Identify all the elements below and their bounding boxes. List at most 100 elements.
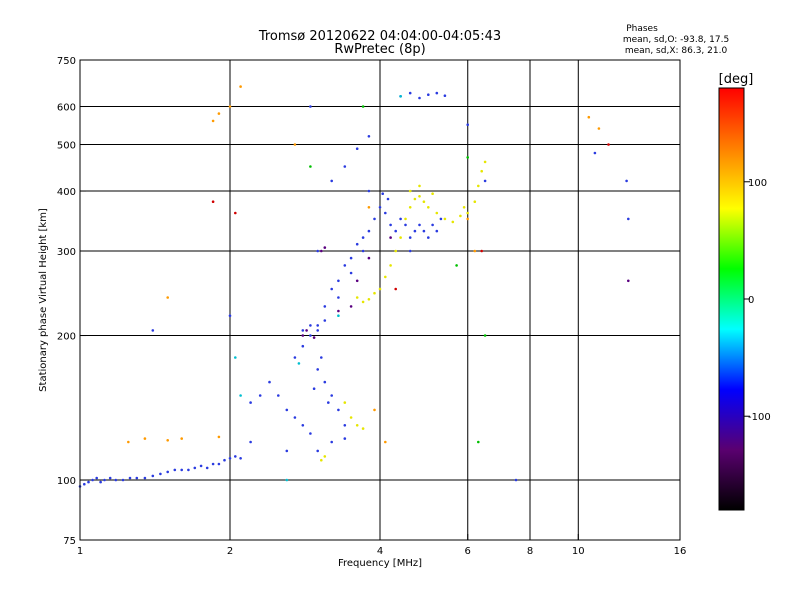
data-point: [587, 115, 591, 119]
data-point: [361, 236, 365, 239]
data-point: [166, 439, 169, 442]
data-point: [327, 401, 330, 404]
colorbar-tick-label: 100: [748, 178, 767, 189]
x-tick-label: 8: [527, 546, 533, 557]
x-axis: 1 2 4 6 8 10 16: [77, 534, 686, 557]
data-point: [593, 151, 597, 155]
y-tick-label: 300: [57, 247, 76, 258]
grid-lines: [80, 60, 680, 540]
data-point: [301, 424, 305, 427]
data-point: [330, 394, 334, 397]
data-point: [418, 184, 421, 188]
data-point: [378, 287, 382, 291]
data-point: [301, 329, 305, 332]
data-point: [337, 314, 340, 318]
stats-heading: Phases: [626, 24, 658, 34]
data-point: [413, 229, 417, 233]
data-point: [337, 309, 340, 313]
data-point: [367, 298, 371, 301]
data-point: [193, 466, 197, 470]
data-point: [285, 449, 289, 453]
data-point: [378, 206, 382, 209]
data-point: [367, 135, 371, 138]
data-point: [389, 236, 392, 239]
data-point: [323, 246, 327, 249]
data-point: [477, 184, 480, 188]
data-point: [343, 165, 347, 168]
data-point: [320, 458, 323, 462]
data-point: [166, 470, 169, 474]
data-point: [355, 424, 359, 427]
data-point: [234, 455, 237, 458]
data-point: [480, 249, 484, 253]
data-point: [277, 394, 280, 397]
data-point: [418, 223, 421, 227]
data-point: [323, 455, 327, 458]
data-point: [217, 462, 221, 466]
data-point: [404, 217, 407, 221]
data-point: [367, 189, 371, 193]
data-point: [343, 401, 347, 404]
x-tick-label: 4: [377, 546, 383, 557]
data-point: [285, 478, 289, 482]
data-points: [78, 85, 630, 488]
data-point: [435, 91, 439, 95]
data-point: [173, 468, 177, 472]
data-point: [381, 192, 385, 195]
data-point: [399, 236, 402, 239]
colorbar-tick-label: 0: [748, 295, 754, 306]
data-point: [316, 324, 320, 327]
data-point: [217, 435, 221, 439]
data-point: [301, 344, 305, 348]
data-point: [466, 211, 470, 215]
y-axis: 75 100 200 300 400 500 600 750: [57, 56, 86, 547]
data-point: [234, 356, 237, 359]
data-point: [413, 197, 417, 201]
data-point: [355, 279, 359, 283]
data-point: [337, 296, 340, 299]
data-point: [337, 279, 340, 283]
data-point: [305, 329, 308, 332]
x-tick-label: 1: [77, 546, 83, 557]
data-point: [143, 437, 147, 440]
data-point: [427, 206, 430, 209]
data-point: [217, 112, 221, 115]
data-point: [239, 394, 242, 397]
data-point: [234, 211, 237, 215]
data-point: [199, 464, 203, 468]
data-point: [309, 432, 312, 435]
data-point: [384, 275, 387, 279]
data-point: [249, 440, 252, 444]
data-point: [330, 440, 334, 444]
data-point: [135, 476, 139, 480]
data-point: [166, 296, 169, 299]
data-point: [443, 217, 447, 221]
data-point: [394, 287, 398, 291]
data-point: [83, 482, 86, 486]
data-point: [268, 380, 271, 384]
data-point: [316, 368, 320, 371]
data-point: [228, 314, 232, 318]
data-point: [127, 440, 130, 444]
data-point: [389, 264, 392, 267]
data-point: [323, 380, 327, 384]
data-point: [462, 206, 466, 209]
data-point: [349, 305, 353, 308]
data-point: [431, 223, 434, 227]
y-tick-label: 75: [63, 536, 76, 547]
stats-x: mean, sd,X: 86.3, 21.0: [625, 46, 728, 56]
data-point: [343, 424, 347, 427]
data-point: [312, 336, 316, 339]
data-point: [349, 271, 353, 275]
colorbar-title: [deg]: [719, 72, 754, 87]
data-point: [466, 156, 470, 159]
data-point: [349, 256, 353, 260]
data-point: [361, 105, 365, 108]
data-point: [293, 356, 297, 359]
data-point: [394, 249, 398, 253]
data-point: [514, 478, 518, 482]
data-point: [597, 127, 601, 130]
data-point: [297, 362, 301, 365]
data-point: [228, 457, 232, 460]
